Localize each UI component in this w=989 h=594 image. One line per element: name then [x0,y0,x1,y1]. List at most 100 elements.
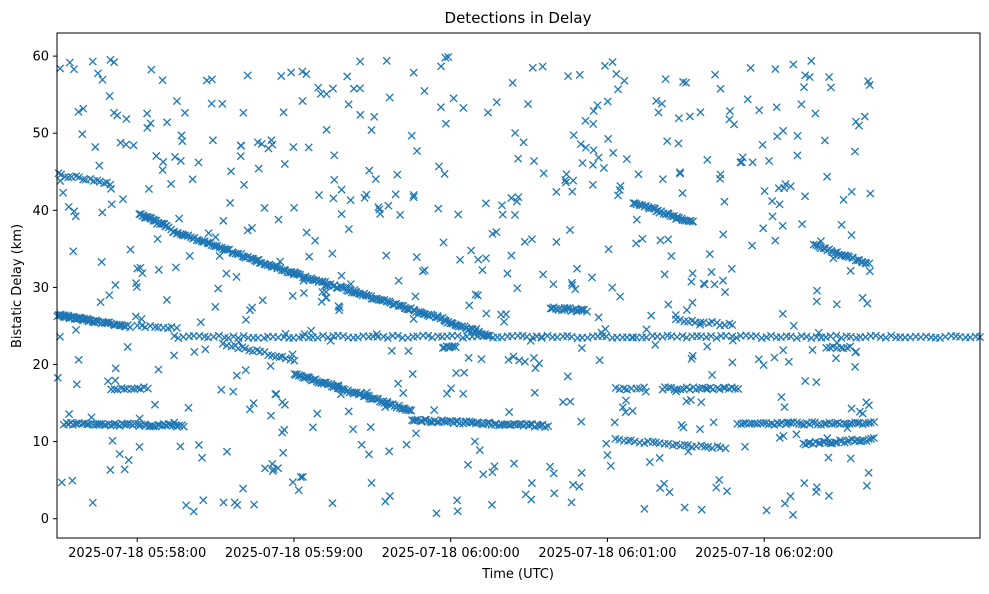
data-point [651,340,660,349]
data-point [409,68,418,77]
data-point [382,56,391,65]
data-point [69,247,78,256]
data-point [93,69,103,78]
data-point [53,373,62,382]
data-point [537,332,546,341]
data-point [385,447,394,456]
data-point [344,100,353,109]
data-point [602,439,611,448]
data-point [860,112,869,121]
data-point [715,174,725,183]
data-point [738,153,747,162]
data-point [697,398,706,407]
data-point [501,310,511,319]
data-point [759,224,768,233]
data-point [407,406,416,415]
x-axis: 2025-07-18 05:58:00 2025-07-18 05:59:00 20… [68,538,833,561]
data-point [695,425,705,434]
data-point [409,193,418,202]
data-point [620,76,629,85]
data-point [728,336,737,345]
data-point [120,465,129,474]
data-point [703,155,712,164]
data-point [199,496,208,505]
data-point [144,184,153,193]
data-point [234,249,243,258]
data-point [266,361,275,370]
data-point [827,420,837,429]
data-point [568,281,577,290]
data-point [393,331,402,340]
data-point [427,310,436,319]
data-point [302,70,311,79]
data-point [730,384,739,393]
data-point [582,307,592,316]
data-point [530,388,539,397]
data-point [441,53,450,62]
data-point [722,487,732,496]
data-point [531,364,540,373]
data-point [666,211,675,220]
data-point [680,503,689,512]
data-point [700,442,710,451]
data-point [222,269,231,278]
data-point [237,141,246,150]
data-point [387,346,396,355]
data-point [725,106,735,116]
data-point [829,254,838,263]
data-point [298,96,307,106]
data-point [313,409,322,418]
data-point [209,241,218,250]
data-point [152,151,161,161]
data-point [685,385,694,394]
data-point [545,462,555,471]
data-point [824,72,834,82]
data-point [229,387,238,396]
data-point [322,287,331,297]
data-point [715,475,724,484]
data-point [578,305,587,314]
data-point [409,314,418,323]
data-point [441,119,450,128]
data-point [504,355,513,364]
data-point [720,197,729,206]
data-point [79,175,88,184]
data-point [871,331,880,340]
data-point [564,72,573,81]
data-point [552,187,561,197]
data-point [337,209,346,219]
data-point [563,372,572,381]
data-point [786,182,795,191]
data-point [482,309,491,318]
data-point [816,237,825,246]
data-point [71,325,81,335]
data-point [492,227,501,237]
data-point [505,407,514,417]
data-point [792,430,801,439]
data-point [78,130,87,139]
data-point [687,354,696,363]
data-point [453,331,462,340]
y-tick-label: 10 [32,435,49,450]
data-point [537,333,546,342]
data-point [664,439,673,448]
data-point [122,114,131,124]
data-point [610,418,619,427]
data-point [382,251,391,260]
data-point [234,337,243,347]
data-point [823,172,832,181]
data-point [762,333,771,342]
data-point [299,276,308,285]
data-point [307,326,316,335]
data-point [279,448,288,457]
data-point [474,418,483,427]
data-point [512,197,521,206]
data-point [99,179,109,188]
y-tick-label: 20 [32,358,49,373]
data-point [353,333,362,342]
data-point [111,376,120,385]
data-point [116,138,125,147]
data-point [98,208,107,217]
data-point [743,95,752,104]
data-point [837,220,846,229]
